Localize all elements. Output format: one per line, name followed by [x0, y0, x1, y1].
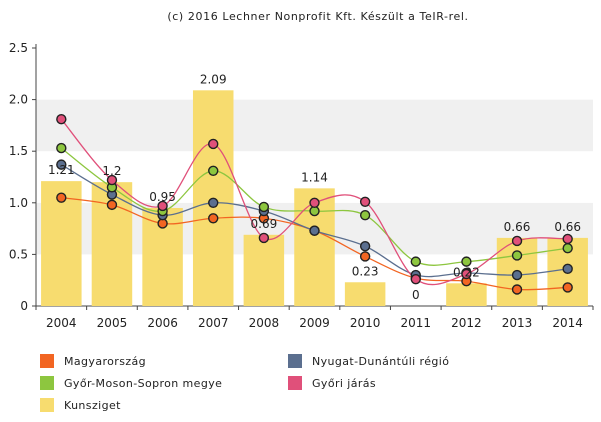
x-tick-label: 2004 [46, 316, 77, 330]
x-tick-label: 2014 [552, 316, 583, 330]
series-point-2 [359, 209, 371, 221]
legend-label: Nyugat-Dunántúli régió [312, 354, 450, 368]
grid-band [36, 99, 593, 152]
grid-band [36, 48, 593, 100]
legend-swatch [40, 376, 54, 390]
bar-value-label: 0.66 [554, 220, 581, 234]
series-point-1 [56, 159, 67, 170]
x-tick-label: 2006 [147, 316, 178, 330]
series-point-1 [208, 197, 219, 209]
bar-kunsziget [446, 283, 487, 306]
series-point-3 [157, 200, 168, 212]
y-tick-label: 0 [20, 299, 28, 313]
legend-label: Győri járás [312, 376, 377, 390]
series-point-3 [461, 268, 472, 280]
series-point-3 [106, 174, 118, 186]
legend-label: Kunsziget [64, 398, 121, 412]
x-tick-label: 2008 [249, 316, 280, 330]
legend-label: Győr-Moson-Sopron megye [64, 376, 223, 390]
series-point-2 [562, 243, 573, 254]
series-point-0 [208, 213, 219, 224]
x-tick-label: 2007 [198, 316, 229, 330]
bar-value-label: 0.23 [352, 264, 379, 278]
series-point-2 [258, 201, 270, 213]
legend-swatch [40, 354, 54, 368]
legend-swatch [288, 354, 302, 368]
series-point-0 [56, 192, 67, 203]
y-tick-label: 1.5 [9, 144, 28, 158]
legend-item-gyori-jaras[interactable]: Győri járás [288, 374, 376, 392]
x-tick-label: 2005 [97, 316, 128, 330]
series-point-2 [461, 256, 472, 267]
series-point-3 [208, 138, 219, 150]
bar-value-label: 1.21 [48, 163, 75, 177]
legend-item-gyor-moson-sopron-megye[interactable]: Győr-Moson-Sopron megye [40, 374, 222, 392]
y-tick-label: 2.0 [9, 93, 28, 107]
series-point-3 [359, 196, 371, 207]
series-point-0 [511, 284, 523, 295]
bar-value-label: 0.66 [504, 220, 531, 234]
bar-value-label: 0.22 [453, 265, 480, 279]
series-point-3 [258, 232, 270, 244]
bar-kunsziget [344, 282, 386, 306]
x-tick-label: 2011 [400, 316, 431, 330]
bar-kunsziget [243, 234, 285, 306]
series-point-1 [359, 240, 371, 252]
bar-value-label: 0.95 [149, 190, 176, 204]
bar-value-label: 1.2 [102, 164, 121, 178]
series-points [56, 114, 573, 295]
series-point-3 [511, 235, 523, 247]
x-tick-label: 2009 [299, 316, 330, 330]
series-point-3 [56, 114, 67, 125]
series-point-2 [56, 142, 67, 154]
series-point-0 [106, 199, 118, 211]
y-tick-label: 0.5 [9, 247, 28, 261]
chart: (c) 2016 Lechner Nonprofit Kft. Készült … [9, 10, 594, 330]
x-tick-label: 2013 [502, 316, 533, 330]
series-point-2 [208, 165, 219, 177]
legend-item-kunsziget[interactable]: Kunsziget [40, 396, 121, 414]
y-tick-label: 2.5 [9, 41, 28, 55]
series-point-2 [511, 250, 523, 261]
legend-label: Magyarország [64, 354, 147, 368]
bar-value-label: 0.69 [251, 217, 278, 231]
x-tick-label: 2012 [451, 316, 482, 330]
series-point-3 [410, 273, 421, 285]
legend-swatch [288, 376, 302, 390]
chart-title: (c) 2016 Lechner Nonprofit Kft. Készült … [167, 10, 468, 23]
series-point-0 [359, 251, 371, 262]
bar-value-label: 0 [412, 288, 420, 302]
bar-value-label: 1.14 [301, 170, 328, 184]
legend-swatch [40, 398, 54, 412]
legend-item-nyugat-dunantuli-regio[interactable]: Nyugat-Dunántúli régió [288, 352, 449, 370]
x-tick-label: 2010 [350, 316, 381, 330]
y-tick-label: 1.0 [9, 196, 28, 210]
series-point-3 [309, 197, 320, 209]
series-point-1 [511, 269, 523, 281]
series-point-2 [410, 256, 421, 267]
series-point-0 [562, 282, 573, 293]
legend-item-magyarorszag[interactable]: Magyarország [40, 352, 146, 370]
legend: Magyarország Nyugat-Dunántúli régió Győr… [40, 348, 580, 418]
series-point-1 [562, 263, 573, 275]
series-point-1 [309, 225, 320, 236]
bar-labels: 1.21 1.2 0.95 2.09 0.69 1.14 0.23 0 0.22 0.66 0.66 [48, 72, 581, 302]
chart-svg: (c) 2016 Lechner Nonprofit Kft. Készült … [9, 10, 594, 330]
series-point-3 [562, 233, 573, 245]
bar-value-label: 2.09 [200, 72, 227, 86]
